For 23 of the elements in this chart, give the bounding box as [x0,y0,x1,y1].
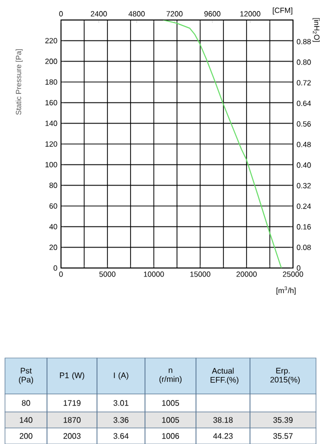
text: 44.23 [213,433,233,439]
text: 1719 [64,400,81,406]
line-series [162,20,282,268]
text: 1005 [162,400,180,406]
text: 1005 [162,417,180,423]
text: 3.01 [114,400,128,406]
text: Pst (Pa) [18,368,34,384]
text: I (A) [114,372,128,380]
text: 1870 [64,417,81,423]
text: 35.39 [273,417,293,423]
text: 3.36 [114,417,128,423]
text: 3.64 [114,433,129,439]
text: Actual EFF.(%) [210,368,238,384]
text: n (r/min) [159,368,182,384]
text: 200 [20,433,32,439]
text: Erp. 2015(%) [270,368,300,384]
text: 38.18 [213,417,233,423]
text: 80 [22,400,30,406]
text: 1006 [162,433,180,439]
text: 35.57 [273,433,293,439]
text: 140 [20,417,32,423]
text: P1 (W) [60,372,84,380]
text: 2003 [64,433,81,439]
